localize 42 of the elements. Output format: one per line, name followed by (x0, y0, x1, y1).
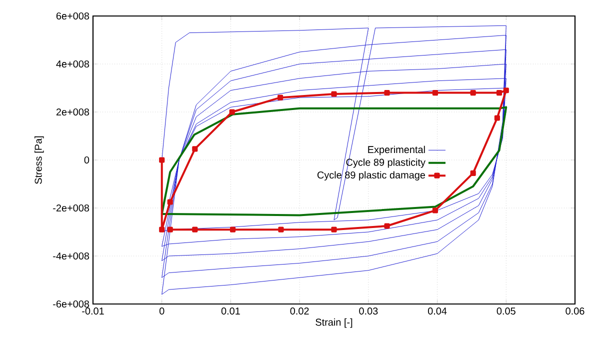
x-tick-label: 0.06 (566, 308, 584, 315)
y-tick-label: 0 (84, 156, 90, 164)
x-tick-label: 0.04 (428, 308, 447, 315)
point (192, 226, 198, 232)
y-tick-label: 2e+008 (56, 108, 90, 116)
point (167, 199, 173, 205)
y-tick-label: 4e+008 (56, 60, 90, 68)
point (503, 88, 509, 94)
point (167, 226, 173, 232)
point (470, 90, 476, 96)
point (470, 170, 476, 176)
point (496, 90, 502, 96)
x-tick-label: 0.03 (359, 308, 378, 315)
x-tick-label: 0.01 (221, 308, 240, 315)
x-tick-label: 0.02 (290, 308, 309, 315)
y-tick-label: -6e+008 (53, 300, 90, 308)
y-tick-label: 6e+008 (56, 12, 90, 20)
point (384, 90, 390, 96)
point (331, 226, 337, 232)
x-axis-title: Strain [-] (316, 318, 352, 328)
x-tick-label: -0.01 (82, 308, 104, 315)
point (384, 223, 390, 229)
point (229, 109, 235, 115)
legend-label: Experimental (368, 146, 425, 156)
point (230, 226, 236, 232)
point (192, 146, 198, 152)
legend-label: Cycle 89 plastic damage (317, 171, 426, 180)
x-tick-label: 0 (159, 308, 164, 315)
point (159, 226, 165, 232)
point (494, 115, 500, 121)
point (432, 208, 438, 214)
point (277, 94, 284, 100)
point (278, 226, 284, 232)
point (432, 90, 438, 96)
x-tick-label: 0.05 (496, 308, 516, 315)
y-tick-label: -2e+008 (53, 204, 90, 212)
y-axis-title: Stress [Pa] (34, 136, 44, 184)
line-series (160, 106, 508, 216)
y-tick-label: -4e+008 (53, 252, 90, 260)
point (331, 91, 337, 97)
point (159, 157, 165, 163)
legend-label: Cycle 89 plasticity (346, 158, 426, 168)
